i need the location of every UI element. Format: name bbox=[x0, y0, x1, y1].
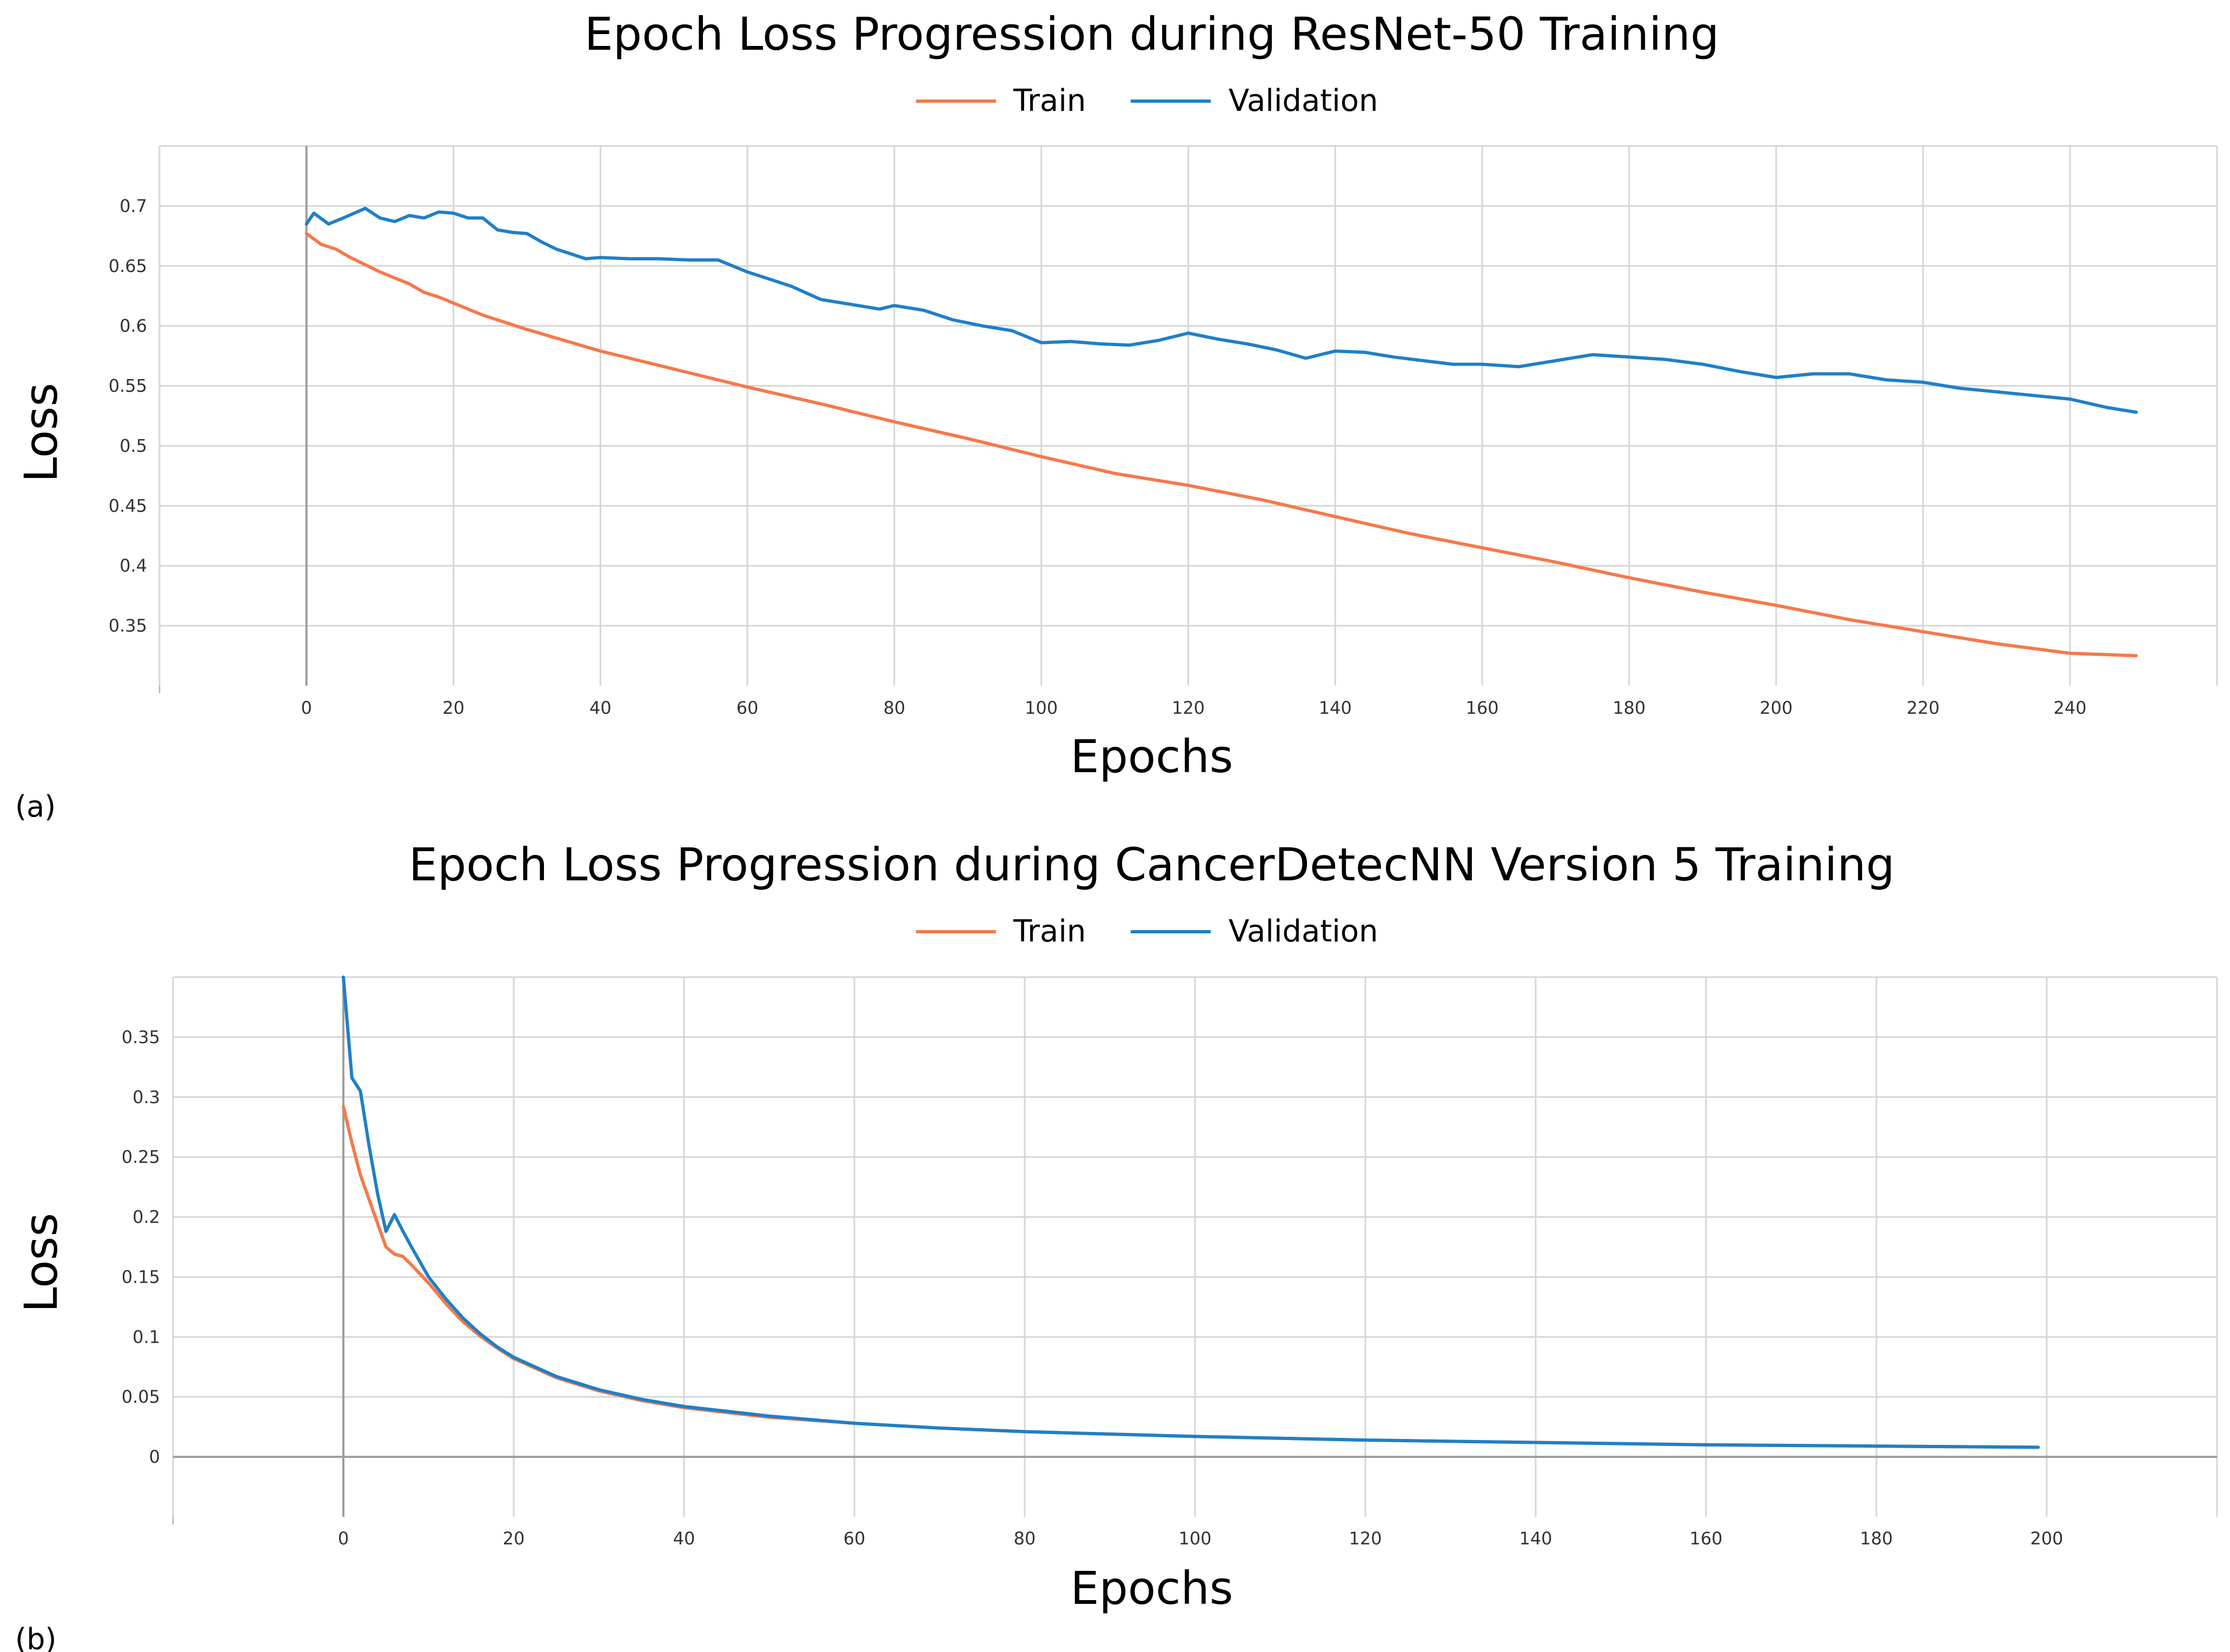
chart-a-x-tick-label: 180 bbox=[1612, 698, 1645, 718]
chart-b-x-tick-label: 160 bbox=[1689, 1528, 1722, 1549]
chart-a-x-tick-label: 220 bbox=[1907, 698, 1940, 718]
chart-a-y-tick-label: 0.6 bbox=[120, 316, 147, 336]
chart-b-title: Epoch Loss Progression during CancerDete… bbox=[409, 838, 1895, 891]
chart-b-y-tick-label: 0.3 bbox=[132, 1087, 160, 1107]
chart-b-x-tick-label: 140 bbox=[1519, 1528, 1552, 1549]
chart-b-x-tick-label: 180 bbox=[1860, 1528, 1893, 1549]
chart-a-y-tick-label: 0.5 bbox=[120, 435, 147, 456]
chart-b-x-tick-label: 80 bbox=[1014, 1528, 1036, 1549]
chart-b-legend-train-label: Train bbox=[1013, 914, 1086, 949]
chart-a-y-axis-label: Loss bbox=[15, 383, 68, 482]
chart-a: Epoch Loss Progression during ResNet-50 … bbox=[15, 8, 2218, 824]
chart-a-legend-validation-label: Validation bbox=[1229, 83, 1378, 118]
chart-b-x-axis-label: Epochs bbox=[1071, 1562, 1233, 1615]
chart-a-x-axis-label: Epochs bbox=[1071, 730, 1233, 783]
chart-b-y-tick-label: 0 bbox=[149, 1447, 160, 1467]
chart-b: Epoch Loss Progression during CancerDete… bbox=[15, 838, 2218, 1652]
chart-a-x-tick-label: 80 bbox=[884, 698, 906, 718]
chart-a-panel-label: (a) bbox=[15, 789, 56, 824]
chart-b-y-tick-label: 0.15 bbox=[122, 1266, 160, 1287]
chart-a-series-train-line bbox=[304, 231, 2138, 658]
chart-b-x-tick-label: 40 bbox=[673, 1528, 695, 1549]
chart-a-x-tick-label: 240 bbox=[2054, 698, 2087, 718]
chart-a-y-tick-label: 0.35 bbox=[109, 615, 147, 636]
chart-b-x-tick-label: 20 bbox=[503, 1528, 525, 1549]
chart-b-y-tick-label: 0.1 bbox=[132, 1326, 160, 1347]
chart-a-legend: Train Validation bbox=[916, 83, 1378, 118]
chart-a-x-tick-label: 200 bbox=[1760, 698, 1793, 718]
chart-a-x-tick-label: 20 bbox=[442, 698, 464, 718]
chart-a-y-tick-label: 0.65 bbox=[109, 256, 147, 276]
chart-a-x-tick-label: 60 bbox=[736, 698, 759, 718]
chart-b-y-tick-label: 0.35 bbox=[122, 1027, 160, 1047]
chart-b-x-tick-label: 60 bbox=[844, 1528, 866, 1549]
chart-b-y-tick-label: 0.2 bbox=[132, 1207, 160, 1228]
chart-a-x-tick-label: 160 bbox=[1466, 698, 1499, 718]
chart-a-x-tick-label: 120 bbox=[1172, 698, 1205, 718]
chart-b-x-tick-label: 100 bbox=[1178, 1528, 1211, 1549]
chart-a-x-tick-label: 40 bbox=[589, 698, 612, 718]
chart-b-x-tick-label: 0 bbox=[338, 1528, 349, 1549]
chart-a-series-validation-line bbox=[304, 207, 2138, 414]
chart-a-x-tick-label: 0 bbox=[301, 698, 312, 718]
chart-a-y-tick-label: 0.4 bbox=[120, 555, 147, 576]
chart-b-panel-label: (b) bbox=[15, 1622, 56, 1652]
chart-a-y-tick-label: 0.45 bbox=[109, 495, 147, 516]
chart-a-legend-train-label: Train bbox=[1013, 83, 1086, 118]
chart-b-series-validation-line bbox=[342, 976, 2040, 1449]
chart-b-x-tick-label: 120 bbox=[1349, 1528, 1382, 1549]
chart-b-y-tick-label: 0.05 bbox=[122, 1386, 160, 1407]
chart-b-y-tick-label: 0.25 bbox=[122, 1147, 160, 1167]
chart-a-y-tick-label: 0.7 bbox=[120, 196, 147, 216]
chart-b-x-tick-label: 200 bbox=[2030, 1528, 2063, 1549]
chart-a-x-tick-label: 100 bbox=[1025, 698, 1058, 718]
chart-b-legend: Train Validation bbox=[916, 914, 1378, 949]
chart-a-title: Epoch Loss Progression during ResNet-50 … bbox=[585, 8, 1720, 61]
chart-b-y-axis-label: Loss bbox=[15, 1213, 68, 1312]
chart-b-legend-validation-label: Validation bbox=[1229, 914, 1378, 949]
chart-a-y-tick-label: 0.55 bbox=[109, 376, 147, 396]
chart-a-x-tick-label: 140 bbox=[1319, 698, 1352, 718]
